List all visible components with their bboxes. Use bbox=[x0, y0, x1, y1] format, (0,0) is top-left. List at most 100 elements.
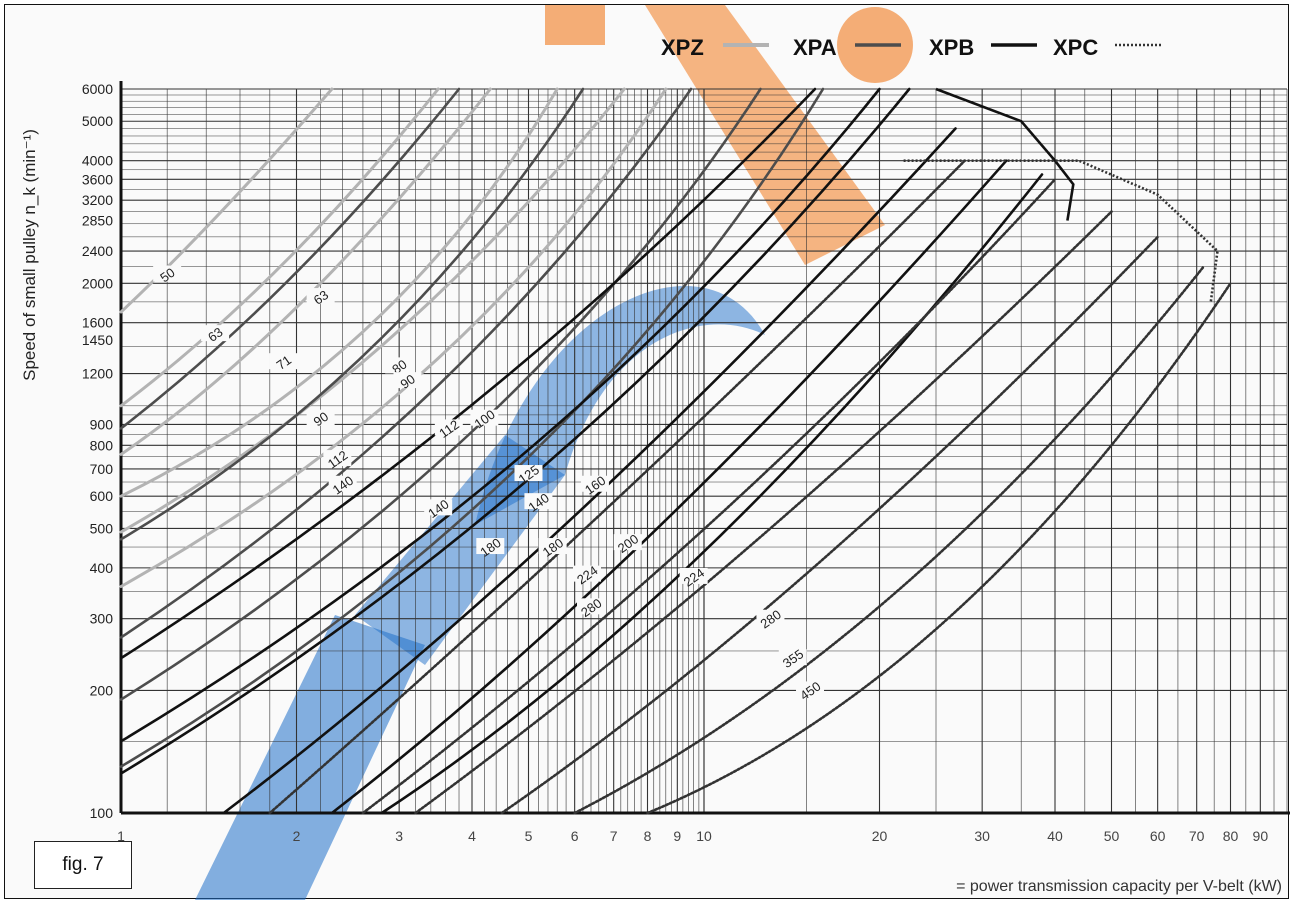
curve-label: 63 bbox=[311, 287, 331, 308]
x-tick-label: 9 bbox=[673, 828, 681, 844]
curve-label-bg bbox=[306, 409, 335, 426]
y-tick-label: 700 bbox=[90, 461, 114, 477]
curve-label-bg bbox=[323, 450, 352, 467]
x-axis-label: = power transmission capacity per V-belt… bbox=[956, 878, 1282, 895]
curve-label-bg bbox=[306, 288, 335, 305]
x-tick-label: 4 bbox=[468, 828, 476, 844]
curve-label-bg bbox=[580, 475, 609, 492]
series-line-xpz-71 bbox=[119, 87, 492, 456]
x-tick-label: 8 bbox=[644, 828, 652, 844]
curve-label: 90 bbox=[398, 371, 418, 392]
x-tick-label: 50 bbox=[1104, 828, 1120, 844]
curve-label-bg bbox=[524, 493, 553, 510]
curve-label-bg bbox=[538, 538, 567, 555]
legend-label-xpc: XPC bbox=[1053, 35, 1098, 60]
x-tick-label: 3 bbox=[395, 828, 403, 844]
curve-label-bg bbox=[476, 538, 505, 555]
curve-label-bg bbox=[434, 419, 463, 436]
series-line-xpc-200 bbox=[361, 178, 1057, 815]
curve-label-bg bbox=[470, 409, 499, 426]
curve-label-bg bbox=[514, 465, 543, 482]
y-axis-label: Speed of small pulley n_k (min⁻¹) bbox=[20, 129, 39, 381]
x-tick-label: 30 bbox=[974, 828, 990, 844]
figure-label: fig. 7 bbox=[34, 841, 132, 889]
curve-label-bg bbox=[796, 681, 825, 698]
chart-legend: XPZ XPA XPB XPC bbox=[661, 35, 1161, 60]
watermark-orange-block bbox=[545, 5, 605, 45]
curve-label-bg bbox=[201, 325, 230, 342]
curve-label-bg bbox=[756, 609, 785, 626]
series-line-xpa-63 bbox=[119, 87, 461, 430]
x-tick-label: 6 bbox=[571, 828, 579, 844]
watermark-logo bbox=[195, 5, 913, 900]
y-tick-label: 900 bbox=[90, 416, 114, 432]
series-line-xpz-63 bbox=[119, 87, 440, 408]
curve-label-bg bbox=[573, 565, 602, 582]
y-tick-label: 1200 bbox=[82, 366, 113, 382]
series-line-xpa-112 bbox=[119, 87, 693, 639]
chart-grid bbox=[120, 88, 1288, 814]
watermark-blue-stroke bbox=[195, 615, 425, 900]
x-tick-label: 10 bbox=[696, 828, 712, 844]
x-tick-label: 7 bbox=[610, 828, 618, 844]
curve-label: 71 bbox=[274, 352, 294, 373]
y-tick-label: 2400 bbox=[82, 243, 113, 259]
legend-label-xpb: XPB bbox=[929, 35, 974, 60]
curve-label-bg bbox=[385, 357, 414, 374]
y-tick-label: 200 bbox=[90, 682, 114, 698]
series-line-xpb-280 bbox=[380, 173, 1044, 815]
series-line-xpb-140 bbox=[119, 87, 911, 775]
envelope-line-xpb bbox=[935, 87, 1075, 221]
y-tick-label: 800 bbox=[90, 437, 114, 453]
y-tick-label: 300 bbox=[90, 611, 114, 627]
x-tick-label: 80 bbox=[1223, 828, 1239, 844]
y-tick-label: 400 bbox=[90, 560, 114, 576]
curve-label: 80 bbox=[389, 356, 409, 377]
curve-label-bg bbox=[577, 598, 606, 615]
y-tick-label: 4000 bbox=[82, 153, 113, 169]
curve-label: 63 bbox=[205, 324, 225, 345]
series-line-xpb-180 bbox=[222, 127, 957, 815]
figure-frame: 50 63 63 71 80 90 90 112 140 112 100 140 125 140 160 18… bbox=[4, 4, 1290, 900]
x-tick-label: 90 bbox=[1253, 828, 1269, 844]
series-line-xpc-224 bbox=[414, 210, 1113, 815]
series-line-xpc-355 bbox=[573, 265, 1206, 815]
watermark-blue-stroke bbox=[475, 285, 765, 525]
curve-label-bg bbox=[679, 567, 708, 584]
series-line-xpb-224 bbox=[330, 159, 1008, 815]
legend-label-xpa: XPA bbox=[793, 35, 837, 60]
series-line-xpz-112 bbox=[119, 87, 668, 588]
x-tick-label: 1 bbox=[117, 828, 125, 844]
tick-labels: 1002003004005006007008009001200145016002… bbox=[82, 81, 1268, 844]
series-line-xpb-100 bbox=[119, 87, 817, 660]
series-line-xpz-80 bbox=[119, 87, 559, 498]
series-line-xpc-280 bbox=[500, 235, 1159, 815]
y-tick-label: 2000 bbox=[82, 275, 113, 291]
curve-label-bg bbox=[153, 265, 182, 282]
curve-label-bg bbox=[328, 475, 357, 492]
y-tick-label: 500 bbox=[90, 520, 114, 536]
series-line-xpa-180 bbox=[119, 87, 825, 768]
y-tick-label: 1450 bbox=[82, 332, 113, 348]
y-tick-label: 1600 bbox=[82, 315, 113, 331]
envelope-line-xpc bbox=[903, 159, 1219, 303]
x-tick-label: 70 bbox=[1189, 828, 1205, 844]
curve-label-bg bbox=[269, 353, 298, 370]
chart-axes bbox=[119, 81, 1290, 815]
series-line-xpz-50 bbox=[119, 87, 334, 314]
y-tick-label: 3600 bbox=[82, 171, 113, 187]
x-tick-label: 40 bbox=[1047, 828, 1063, 844]
x-tick-label: 60 bbox=[1150, 828, 1166, 844]
y-tick-label: 5000 bbox=[82, 113, 113, 129]
series-line-xpz-90 bbox=[119, 87, 626, 534]
curve-label-bg bbox=[424, 499, 453, 516]
x-tick-label: 5 bbox=[525, 828, 533, 844]
curve-label-bg bbox=[393, 372, 422, 389]
y-tick-label: 100 bbox=[90, 805, 114, 821]
legend-label-xpz: XPZ bbox=[661, 35, 704, 60]
x-tick-label: 20 bbox=[872, 828, 888, 844]
y-tick-label: 600 bbox=[90, 488, 114, 504]
curve-label-bg bbox=[613, 534, 642, 551]
